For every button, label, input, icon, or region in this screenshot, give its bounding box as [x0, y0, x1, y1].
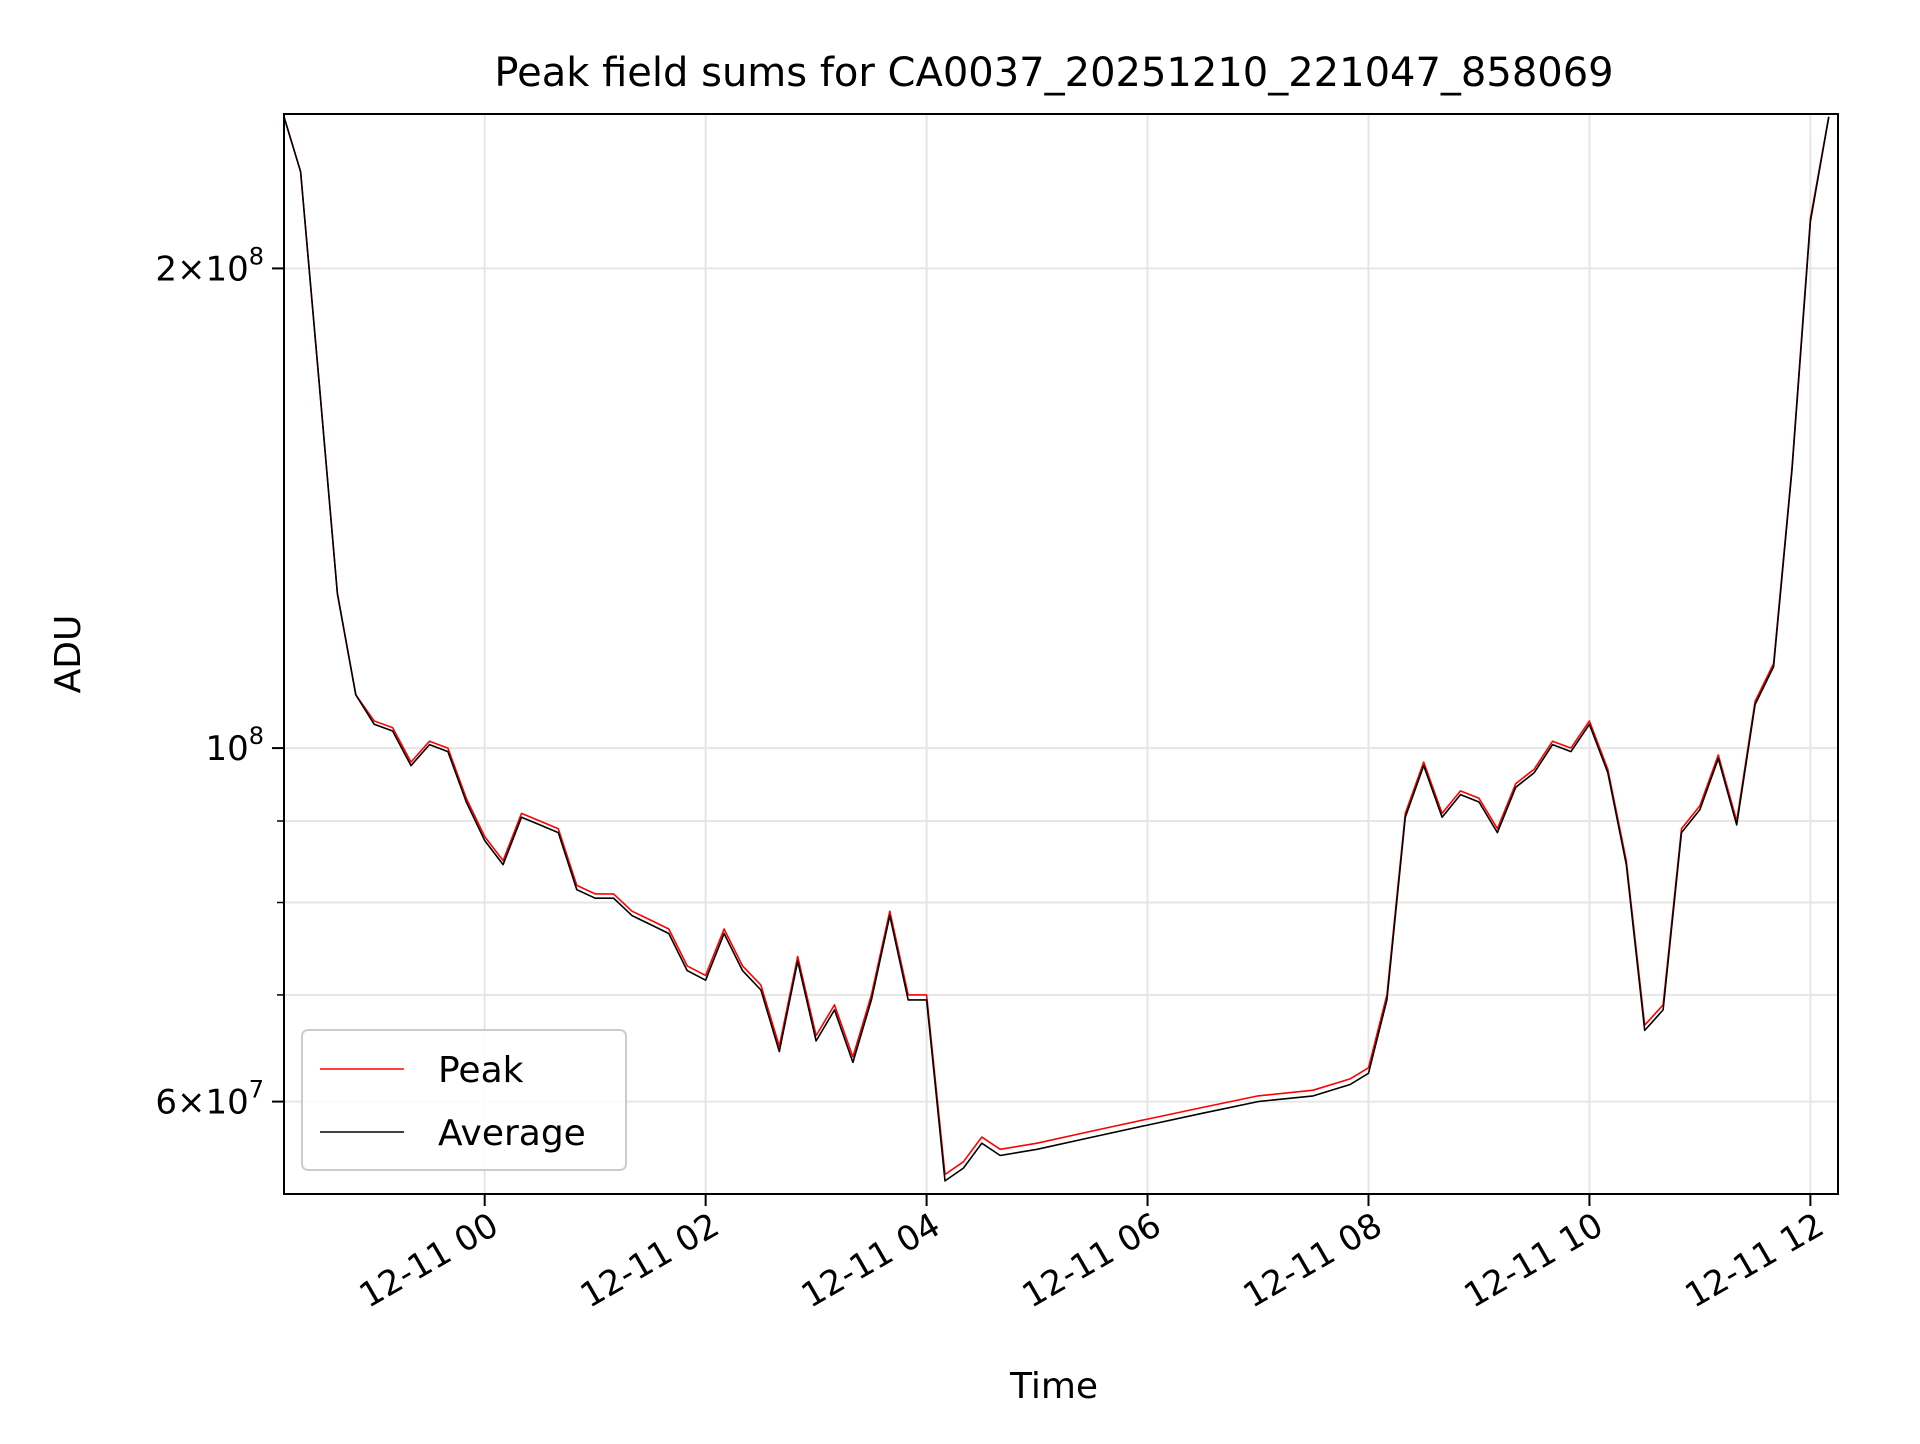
chart-title: Peak field sums for CA0037_20251210_2210…: [494, 50, 1613, 96]
grid-layer: [284, 114, 1838, 1194]
axes-frame: [283, 113, 1839, 1195]
y-tick-label: 108: [205, 722, 264, 769]
legend-label-average: Average: [438, 1113, 586, 1154]
legend: Peak Average: [301, 1029, 627, 1171]
legend-label-peak: Peak: [438, 1050, 524, 1091]
x-axis-label: Time: [1009, 1366, 1098, 1407]
y-tick-label: 2×108: [155, 242, 264, 289]
legend-box: [301, 1029, 627, 1171]
series-layer: [283, 116, 1830, 1182]
y-axis-label: ADU: [48, 615, 89, 694]
series-line-average: [283, 116, 1830, 1182]
y-tick-label: 6×107: [155, 1076, 264, 1123]
